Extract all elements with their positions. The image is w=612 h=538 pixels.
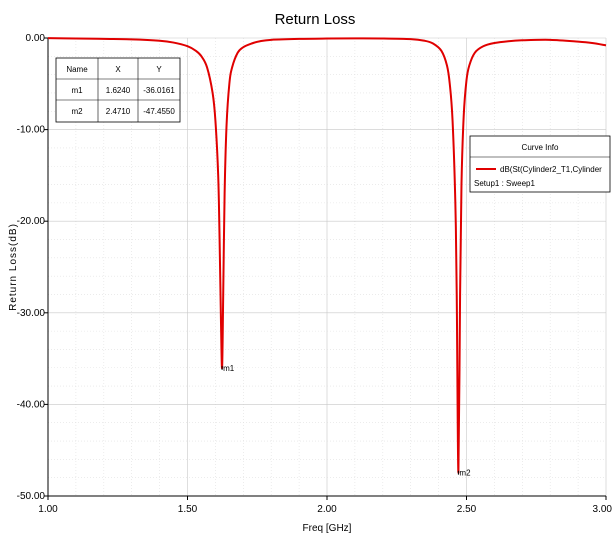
table-header-y: Y	[156, 65, 162, 74]
x-tick-label: 2.00	[317, 504, 337, 515]
markers-layer: m1 m2	[221, 364, 471, 478]
x-tick-label: 3.00	[593, 504, 612, 515]
y-tick-label: -30.00	[17, 308, 46, 319]
series-layer	[47, 37, 607, 474]
table-header-name: Name	[66, 65, 88, 74]
series-line	[47, 37, 607, 474]
chart-title: Return Loss	[275, 11, 356, 28]
y-tick-label: -40.00	[17, 399, 46, 410]
y-tick-label: -10.00	[17, 125, 46, 136]
y-tick-label: -50.00	[17, 491, 46, 502]
x-tick-label: 2.50	[457, 504, 477, 515]
axes: 1.00 1.50 2.00 2.50 3.00 0.00 -10.00 -20.00 -30.…	[17, 33, 612, 515]
table-header-x: X	[115, 65, 121, 74]
table-cell: -47.4550	[143, 107, 175, 116]
marker-label: m1	[223, 364, 235, 373]
table-cell: 2.4710	[106, 107, 131, 116]
legend-entry: dB(St(Cylinder2_T1,Cylinder	[500, 165, 602, 174]
grid	[47, 37, 607, 497]
x-axis-label: Freq [GHz]	[303, 523, 352, 534]
x-tick-label: 1.50	[178, 504, 198, 515]
y-tick-label: -20.00	[17, 216, 46, 227]
legend-title: Curve Info	[522, 143, 559, 152]
marker-label: m2	[459, 469, 471, 478]
marker-table: Name X Y m1 1.6240 -36.0161 m2 2.4710 -4…	[55, 57, 181, 123]
legend-subtext: Setup1 : Sweep1	[474, 179, 535, 188]
table-cell: m2	[71, 107, 83, 116]
table-cell: m1	[71, 86, 83, 95]
x-tick-label: 1.00	[38, 504, 58, 515]
y-axis-label: Return Loss(dB)	[8, 223, 19, 311]
table-cell: 1.6240	[106, 86, 131, 95]
legend[interactable]: Curve Info dB(St(Cylinder2_T1,Cylinder S…	[469, 135, 611, 193]
y-tick-label: 0.00	[26, 33, 46, 44]
table-cell: -36.0161	[143, 86, 175, 95]
